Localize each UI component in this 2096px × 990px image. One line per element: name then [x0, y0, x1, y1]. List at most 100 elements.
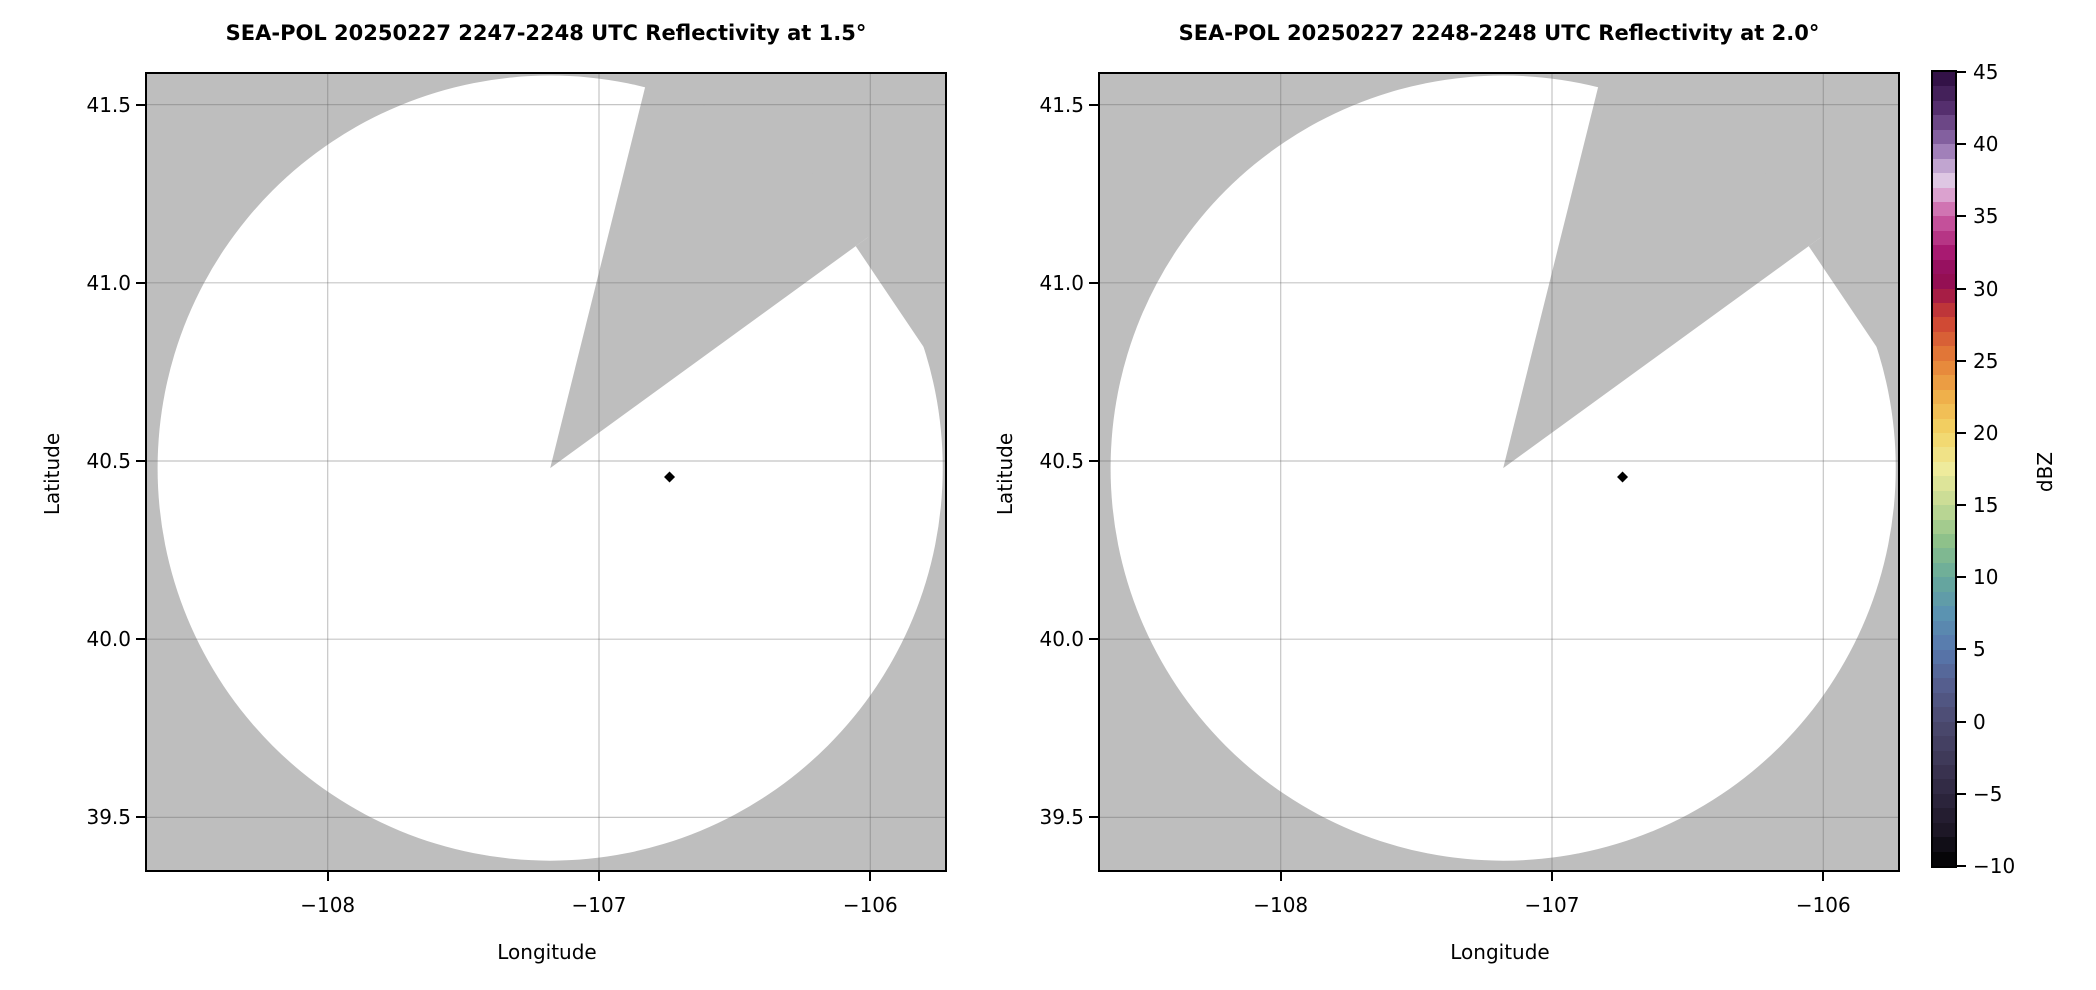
x-tick-label: −107: [571, 893, 627, 917]
colorbar-tick-label: 10: [1973, 565, 1999, 590]
colorbar-tick-mark: [1957, 143, 1966, 146]
colorbar-band: [1933, 808, 1955, 823]
panel-2-radar-svg: [1098, 72, 1900, 872]
colorbar-band: [1933, 707, 1955, 722]
colorbar-band: [1933, 144, 1955, 159]
y-tick-label: 39.5: [1039, 805, 1084, 830]
colorbar-band: [1933, 591, 1955, 607]
colorbar-band: [1933, 562, 1955, 578]
colorbar-tick-label: 0: [1973, 709, 1986, 734]
colorbar-band: [1933, 158, 1955, 174]
colorbar-tick-label: 40: [1973, 132, 1999, 157]
y-tick-mark: [1089, 816, 1098, 819]
colorbar-band: [1933, 259, 1955, 275]
colorbar-band: [1933, 115, 1955, 130]
y-tick-mark: [1089, 281, 1098, 284]
colorbar-band: [1933, 519, 1955, 534]
colorbar-band: [1933, 288, 1955, 303]
y-tick-label: 41.0: [86, 270, 131, 295]
colorbar-band: [1933, 129, 1955, 145]
colorbar-band: [1933, 375, 1955, 390]
x-tick-label: −106: [842, 893, 898, 917]
colorbar-band: [1933, 346, 1955, 361]
colorbar-band: [1933, 851, 1955, 867]
colorbar-band: [1933, 606, 1955, 621]
colorbar-tick-mark: [1957, 504, 1966, 507]
colorbar-tick-mark: [1957, 648, 1966, 651]
colorbar-tick-label: 5: [1973, 637, 1986, 662]
colorbar-tick-label: 25: [1973, 348, 1999, 373]
colorbar-band: [1933, 490, 1955, 506]
colorbar-band: [1933, 447, 1955, 462]
colorbar-tick-label: 20: [1973, 420, 1999, 445]
y-tick-label: 40.0: [86, 627, 131, 652]
panel-1-radar-svg: [145, 72, 947, 872]
colorbar-label: dBZ: [2033, 451, 2057, 493]
colorbar-tick-mark: [1957, 792, 1966, 795]
colorbar-tick-mark: [1957, 576, 1966, 579]
colorbar-band: [1933, 663, 1955, 679]
colorbar-band: [1933, 692, 1955, 708]
colorbar-band: [1933, 173, 1955, 188]
colorbar-tick-mark: [1957, 720, 1966, 723]
colorbar-tick-label: −5: [1973, 781, 2003, 806]
x-tick-label: −108: [300, 893, 356, 917]
colorbar-tick-label: 45: [1973, 60, 1999, 84]
y-tick-mark: [1089, 103, 1098, 106]
x-tick-mark: [1822, 872, 1825, 881]
panel-2-y-axis-label: Latitude: [993, 432, 1017, 516]
colorbar-band: [1933, 331, 1955, 347]
colorbar-band: [1933, 736, 1955, 751]
colorbar-band: [1933, 577, 1955, 592]
panel-1-x-axis-label: Longitude: [497, 940, 597, 964]
y-tick-mark: [136, 638, 145, 641]
colorbar-band: [1933, 779, 1955, 794]
colorbar-band: [1933, 100, 1955, 116]
colorbar-tick-label: 30: [1973, 276, 1999, 301]
colorbar-tick-label: 15: [1973, 493, 1999, 518]
panel-1-y-axis-label: Latitude: [40, 432, 64, 516]
colorbar-band: [1933, 822, 1955, 838]
panel-1-title: SEA-POL 20250227 2247-2248 UTC Reflectiv…: [225, 21, 867, 45]
colorbar-band: [1933, 404, 1955, 419]
panel-1-plot-area: [145, 72, 947, 872]
colorbar-band: [1933, 418, 1955, 433]
panel-2-x-axis-label: Longitude: [1450, 940, 1550, 964]
x-tick-label: −106: [1795, 893, 1851, 917]
colorbar-band: [1933, 649, 1955, 664]
colorbar-band: [1933, 187, 1955, 202]
colorbar-band: [1933, 230, 1955, 246]
colorbar-band: [1933, 389, 1955, 405]
x-tick-label: −108: [1253, 893, 1309, 917]
colorbar-band: [1933, 274, 1955, 289]
colorbar-band: [1933, 534, 1955, 549]
colorbar-tick-mark: [1957, 287, 1966, 290]
colorbar-band: [1933, 72, 1955, 87]
colorbar-band: [1933, 750, 1955, 765]
y-tick-label: 41.0: [1039, 270, 1084, 295]
colorbar-band: [1933, 476, 1955, 491]
y-tick-label: 41.5: [1039, 92, 1084, 117]
colorbar-band: [1933, 303, 1955, 318]
y-tick-mark: [1089, 638, 1098, 641]
y-tick-mark: [136, 281, 145, 284]
y-tick-label: 39.5: [86, 805, 131, 830]
colorbar-band: [1933, 432, 1955, 448]
panel-2-plot-area: [1098, 72, 1900, 872]
colorbar-bands: [1933, 72, 1955, 867]
x-tick-mark: [598, 872, 600, 881]
colorbar-band: [1933, 86, 1955, 101]
y-tick-label: 40.0: [1039, 627, 1084, 652]
colorbar-band: [1933, 216, 1955, 231]
x-tick-mark: [326, 872, 329, 881]
colorbar-band: [1933, 245, 1955, 260]
colorbar-band: [1933, 837, 1955, 852]
colorbar-band: [1933, 678, 1955, 693]
colorbar-band: [1933, 721, 1955, 737]
x-tick-label: −107: [1524, 893, 1580, 917]
colorbar-band: [1933, 635, 1955, 650]
x-tick-mark: [1279, 872, 1282, 881]
colorbar-tick-mark: [1957, 865, 1966, 867]
colorbar-band: [1933, 201, 1955, 217]
